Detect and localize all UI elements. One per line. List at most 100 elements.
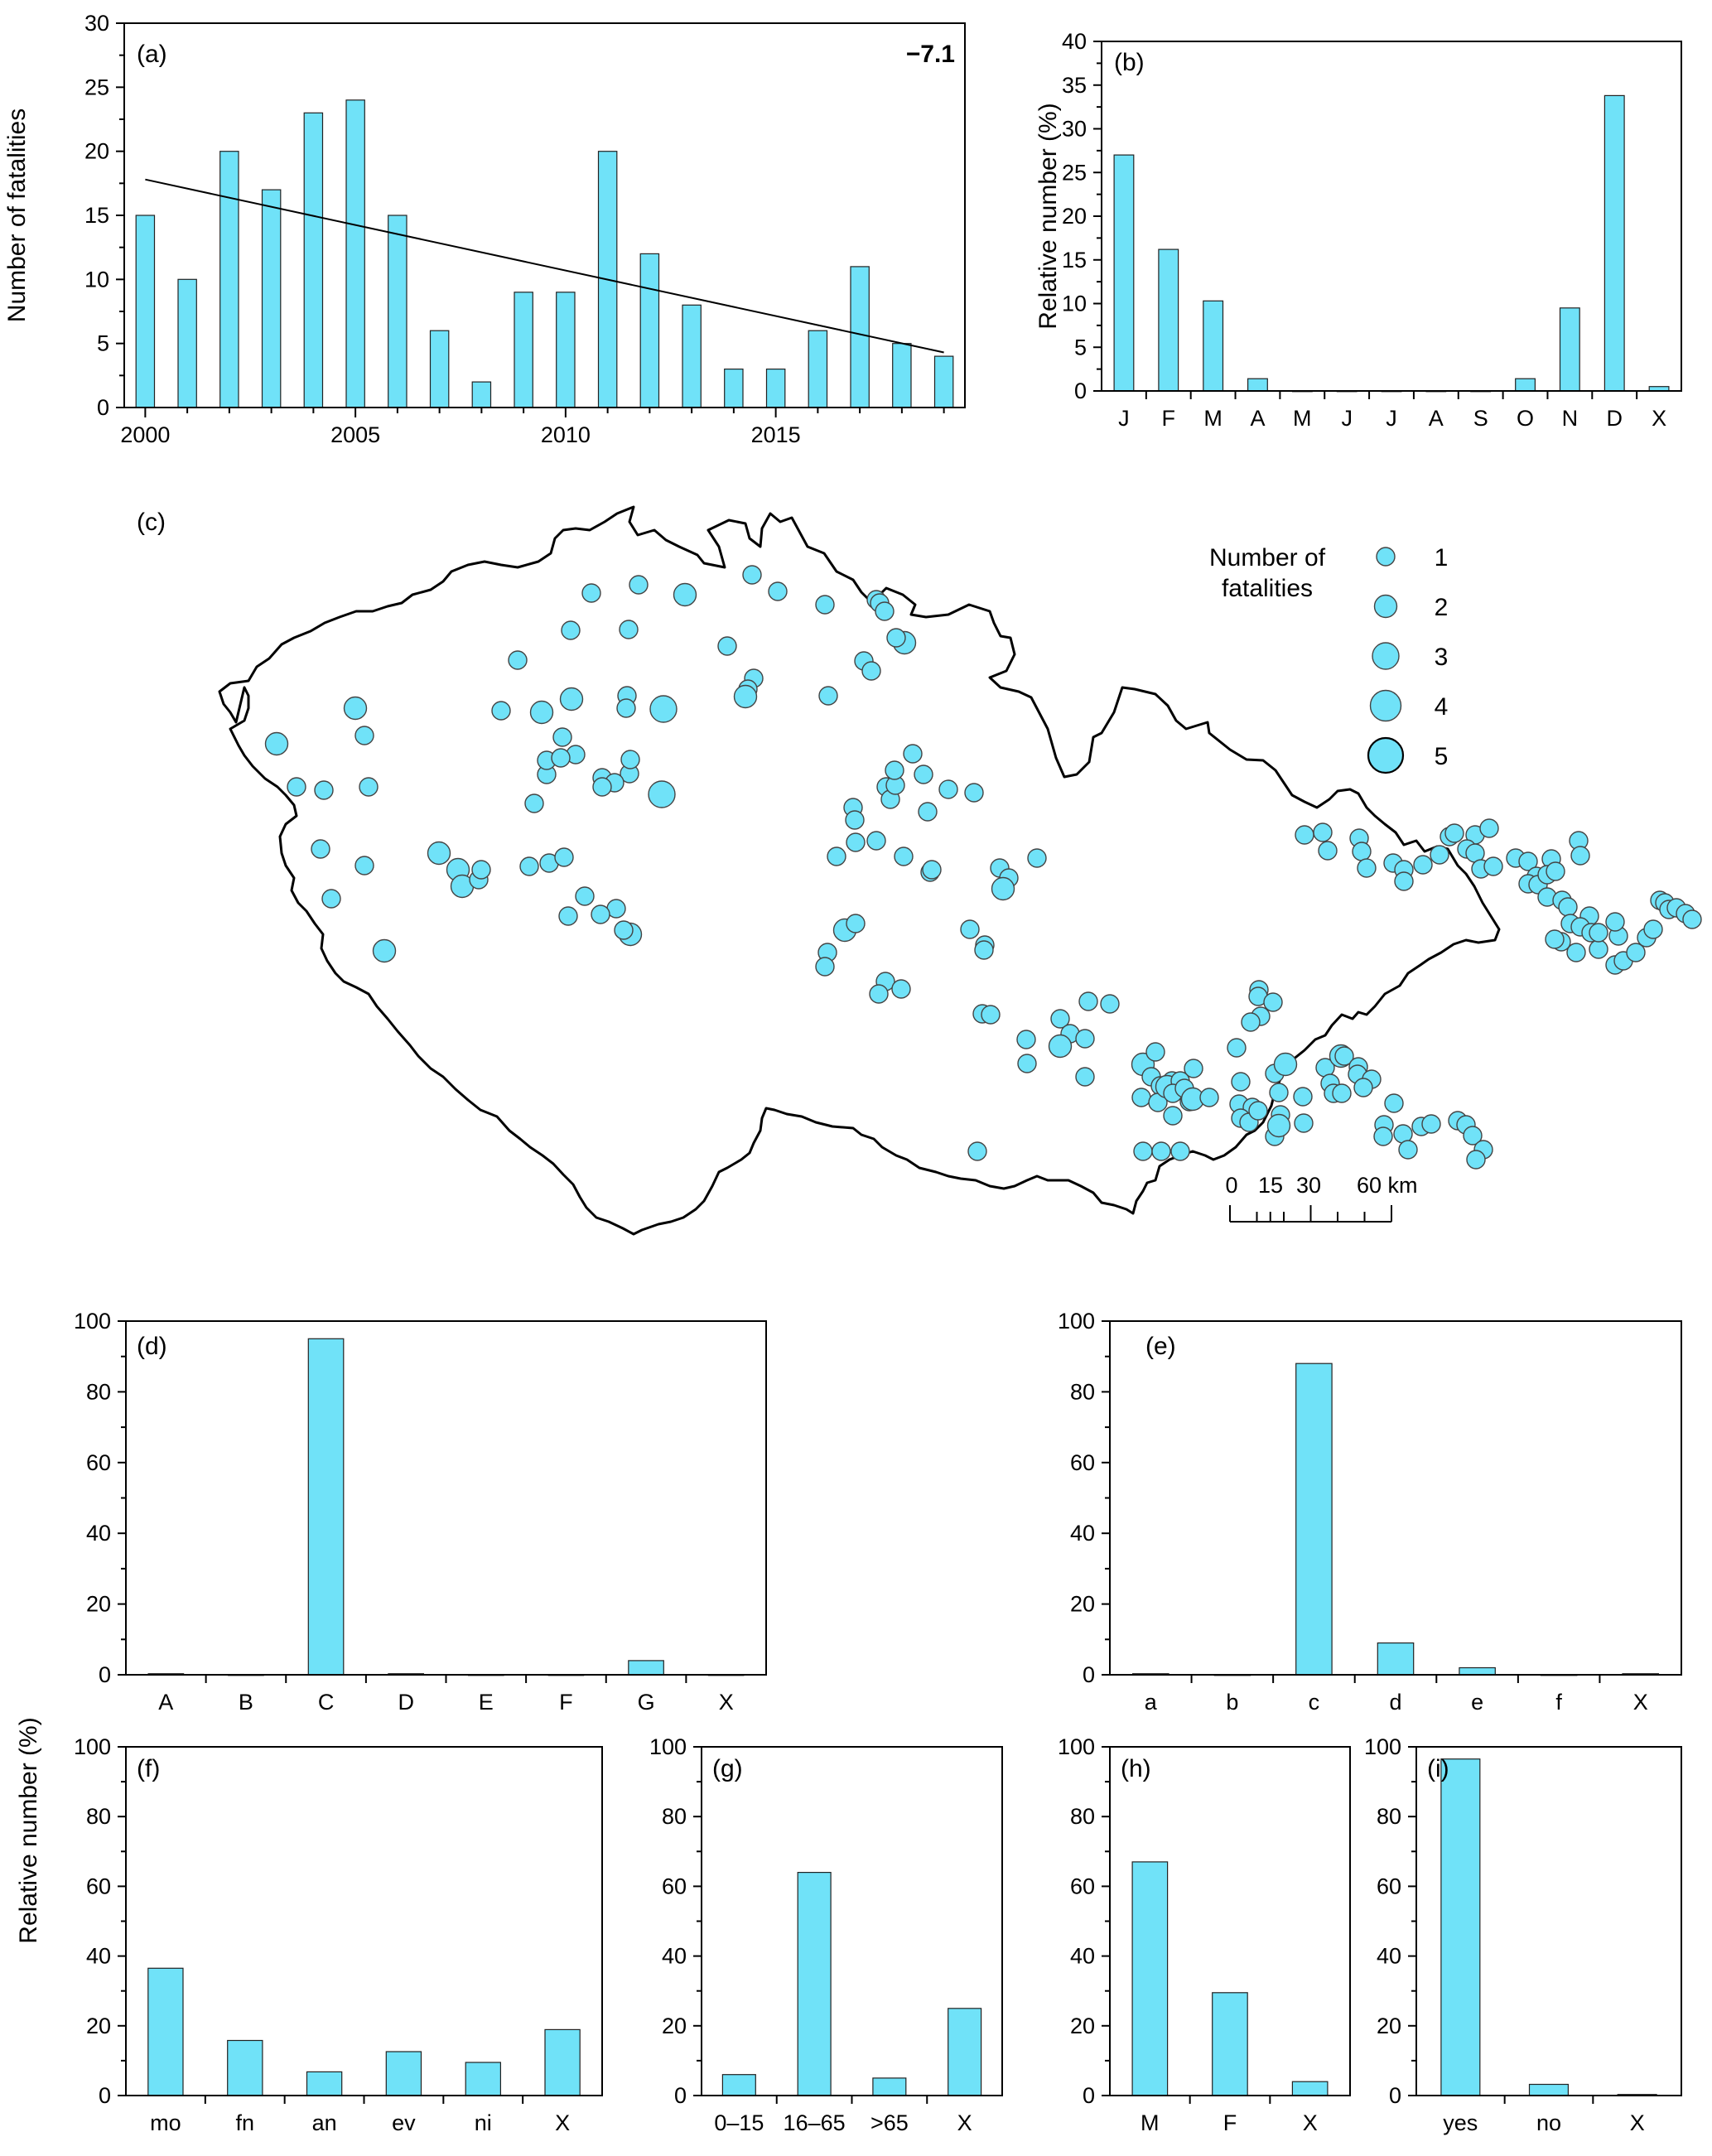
fatality-point-8: [875, 601, 895, 621]
fatality-point-71: [894, 846, 914, 866]
trend-line-a: [145, 178, 944, 354]
panel-b: 0 5 10 15 20 25 30 35 40 J F M A M J J A S O N D X (b) Relative…: [1034, 29, 1682, 431]
xtick-label-b-5: J: [1341, 406, 1353, 431]
ytick-label-d-2: 40: [86, 1521, 111, 1546]
bar-g-0: [721, 2074, 756, 2096]
fatality-point-206: [1589, 939, 1608, 959]
bar-b-11: [1603, 94, 1625, 392]
fatality-point-212: [1626, 943, 1646, 962]
fatality-point-47: [354, 856, 374, 875]
bar-h-0: [1131, 1861, 1169, 2096]
panel-e: 0 20 40 60 80 100 a b c d e f X (e): [1058, 1309, 1682, 1715]
fatality-point-132: [1269, 1083, 1289, 1102]
bar-a-0: [135, 215, 156, 408]
bar-e-2: [1295, 1363, 1333, 1676]
xtick-label-b-0: J: [1118, 406, 1130, 431]
ytick-label-h-2: 40: [1070, 1944, 1095, 1969]
bar-e-4: [1459, 1666, 1496, 1676]
xtick-label-f-0: mo: [150, 2110, 181, 2135]
fatality-point-45: [321, 889, 341, 909]
ytick-label-d-5: 100: [74, 1309, 111, 1334]
bar-a-6: [388, 215, 408, 408]
xtick-label-h-1: F: [1223, 2110, 1237, 2135]
ytick-label-b-0: 0: [1074, 379, 1087, 403]
panel-label-h: (h): [1121, 1755, 1151, 1782]
xtick-label-g-0: 0–15: [714, 2110, 764, 2135]
fatality-point-211: [1605, 912, 1625, 932]
bar-g-2: [872, 2077, 907, 2096]
fatality-point-177: [1430, 845, 1449, 865]
fatality-point-62: [591, 904, 610, 924]
plot-frame-d: [125, 1320, 767, 1676]
panel-f: 0 20 40 60 80 100 mo fn an ev ni X (f): [74, 1734, 603, 2135]
xtick-label-h-2: X: [1303, 2110, 1318, 2135]
fatality-point-205: [1566, 943, 1586, 962]
fatality-point-185: [1483, 856, 1503, 876]
bar-d-6: [628, 1660, 664, 1676]
ytick-label-a-1: 5: [97, 331, 109, 356]
xtick-label-e-0: a: [1145, 1690, 1158, 1715]
fatality-point-73: [922, 860, 942, 880]
xtick-label-d-5: F: [559, 1690, 573, 1715]
fatality-point-57: [558, 906, 578, 926]
shared-y-axis-label: Relative number (%): [15, 1717, 42, 1943]
fatality-point-13: [861, 661, 881, 681]
legend-marker-1: [1376, 547, 1396, 567]
xtick-label-d-3: D: [398, 1690, 414, 1715]
fatality-point-44: [287, 777, 306, 797]
plot-frame-b: [1101, 41, 1682, 392]
ytick-label-a-5: 25: [84, 75, 109, 99]
fatality-point-107: [1184, 1059, 1203, 1078]
bar-d-2: [307, 1338, 345, 1676]
legend-marker-2: [1373, 594, 1398, 619]
ytick-label-e-1: 20: [1070, 1592, 1095, 1617]
fatality-point-67: [869, 984, 889, 1004]
bar-a-13: [682, 304, 702, 408]
ytick-label-g-1: 20: [662, 2014, 687, 2038]
ytick-label-b-3: 15: [1062, 248, 1087, 273]
fatality-point-166: [1466, 1150, 1486, 1170]
ytick-label-d-4: 80: [86, 1379, 111, 1404]
legend-marker-3: [1372, 642, 1400, 670]
fatality-point-4: [768, 581, 788, 601]
fatality-point-25: [616, 698, 636, 718]
xtick-label-b-7: A: [1429, 406, 1444, 431]
bar-i-1: [1528, 2083, 1570, 2096]
ytick-label-g-3: 60: [662, 1874, 687, 1898]
fatality-point-154: [1353, 1078, 1373, 1097]
fatality-point-10: [886, 628, 906, 648]
fatality-point-79: [846, 832, 866, 852]
fatality-point-172: [1357, 858, 1377, 878]
bar-b-3: [1247, 378, 1268, 392]
bar-i-0: [1440, 1758, 1481, 2096]
fatality-point-34: [524, 793, 544, 813]
fatality-point-147: [1334, 1046, 1354, 1066]
fatality-point-40: [354, 726, 374, 745]
bar-b-2: [1203, 300, 1224, 392]
country-border: [218, 505, 1501, 1236]
xtick-label-i-2: X: [1630, 2110, 1645, 2135]
trend-value-a: −7.1: [906, 41, 955, 68]
xtick-label-h-0: M: [1141, 2110, 1160, 2135]
fatality-point-102: [1100, 994, 1120, 1014]
bar-a-1: [177, 278, 197, 408]
fatality-point-84: [914, 764, 933, 784]
ytick-label-h-0: 0: [1083, 2083, 1095, 2108]
xtick-label-g-1: 16–65: [784, 2110, 846, 2135]
bar-f-0: [147, 1967, 184, 2096]
fatality-point-20: [491, 701, 511, 721]
fatality-point-69: [815, 957, 835, 977]
panel-label-g: (g): [712, 1755, 743, 1782]
xtick-label-b-12: X: [1652, 406, 1666, 431]
ytick-label-b-7: 35: [1062, 73, 1087, 98]
fatality-point-168: [1313, 822, 1333, 842]
xtick-label-f-5: X: [555, 2110, 570, 2135]
bar-a-9: [514, 292, 533, 408]
legend-label-3: 3: [1435, 644, 1449, 671]
xtick-label-b-1: F: [1162, 406, 1176, 431]
panel-label-i: (i): [1427, 1755, 1449, 1782]
bar-a-2: [219, 151, 239, 408]
bar-g-3: [948, 2008, 982, 2096]
bar-a-5: [345, 99, 365, 408]
scale-label-1: 15: [1258, 1173, 1283, 1198]
